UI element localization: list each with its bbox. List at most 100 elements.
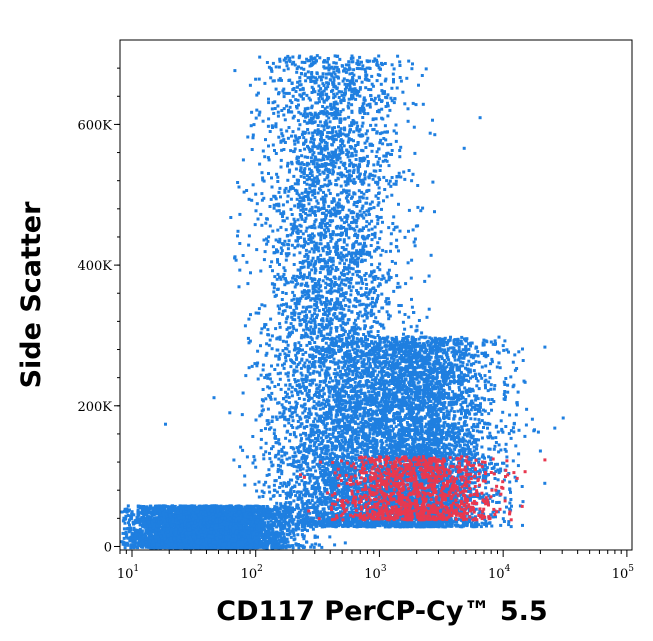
data-point bbox=[358, 200, 362, 203]
data-point bbox=[357, 177, 361, 180]
data-point bbox=[386, 143, 390, 147]
data-point bbox=[321, 133, 324, 136]
data-point bbox=[364, 394, 368, 398]
data-point bbox=[296, 119, 300, 123]
data-point bbox=[304, 296, 308, 300]
data-point bbox=[355, 370, 359, 373]
data-point bbox=[353, 326, 357, 330]
data-point bbox=[296, 202, 300, 206]
data-point bbox=[326, 277, 329, 281]
data-point bbox=[261, 399, 265, 403]
data-point bbox=[358, 87, 362, 91]
data-point bbox=[340, 258, 344, 262]
data-point bbox=[290, 227, 294, 231]
data-point bbox=[369, 94, 373, 98]
data-point bbox=[339, 127, 343, 131]
data-point bbox=[360, 251, 363, 255]
data-point bbox=[311, 211, 315, 214]
data-point bbox=[378, 268, 382, 272]
data-point bbox=[292, 274, 296, 278]
data-point bbox=[310, 499, 314, 502]
data-point bbox=[298, 268, 302, 272]
data-point bbox=[350, 221, 353, 225]
data-point bbox=[297, 522, 301, 526]
data-point bbox=[312, 404, 316, 408]
data-point bbox=[346, 488, 350, 492]
data-point bbox=[290, 516, 294, 520]
data-point bbox=[329, 511, 333, 515]
data-point bbox=[310, 159, 313, 163]
data-point bbox=[315, 316, 318, 320]
data-point bbox=[285, 496, 288, 500]
data-point bbox=[266, 407, 270, 411]
data-point bbox=[335, 300, 338, 304]
data-point bbox=[349, 258, 352, 262]
data-point bbox=[304, 415, 308, 418]
data-point bbox=[321, 75, 325, 79]
data-point bbox=[284, 292, 288, 295]
data-point bbox=[288, 105, 292, 109]
data-point bbox=[335, 328, 338, 332]
data-point bbox=[346, 459, 350, 463]
data-point bbox=[311, 353, 315, 357]
data-point bbox=[267, 468, 271, 472]
data-point bbox=[326, 57, 330, 61]
data-point bbox=[353, 228, 357, 232]
data-point bbox=[263, 325, 266, 329]
data-point bbox=[327, 266, 331, 270]
data-point bbox=[312, 369, 316, 373]
data-point bbox=[299, 439, 303, 443]
data-point bbox=[280, 78, 283, 82]
data-point bbox=[327, 252, 331, 255]
data-point bbox=[379, 384, 383, 388]
data-point bbox=[341, 269, 345, 273]
data-point bbox=[365, 303, 369, 307]
data-point bbox=[341, 389, 345, 393]
data-point bbox=[296, 379, 300, 383]
data-point bbox=[288, 56, 292, 60]
data-point bbox=[335, 116, 339, 120]
data-point bbox=[350, 90, 354, 94]
data-point bbox=[332, 197, 336, 201]
data-point bbox=[282, 68, 286, 72]
data-point bbox=[323, 224, 327, 228]
data-point bbox=[308, 111, 312, 115]
data-point bbox=[314, 383, 318, 387]
data-point bbox=[367, 437, 371, 441]
data-point bbox=[323, 183, 327, 187]
data-point bbox=[318, 56, 322, 60]
data-point bbox=[308, 183, 312, 187]
data-point bbox=[302, 364, 306, 368]
data-point bbox=[360, 364, 364, 368]
data-point bbox=[355, 214, 359, 218]
data-point bbox=[372, 439, 376, 443]
data-point bbox=[365, 73, 369, 77]
data-point bbox=[294, 404, 298, 408]
data-point bbox=[335, 65, 339, 69]
data-point bbox=[313, 417, 317, 421]
data-point bbox=[277, 357, 281, 361]
data-point bbox=[333, 72, 337, 76]
data-point bbox=[379, 230, 383, 234]
data-point bbox=[342, 399, 346, 403]
data-point bbox=[317, 400, 321, 404]
data-point bbox=[385, 297, 389, 301]
data-point bbox=[343, 442, 347, 446]
data-point bbox=[353, 200, 357, 204]
data-point bbox=[286, 162, 290, 165]
data-point bbox=[329, 136, 333, 139]
data-point bbox=[350, 97, 354, 101]
data-point bbox=[303, 219, 307, 223]
data-point bbox=[318, 371, 322, 375]
data-point bbox=[356, 389, 360, 393]
data-point bbox=[299, 475, 302, 478]
data-point bbox=[331, 154, 335, 158]
data-point bbox=[308, 148, 312, 151]
data-point bbox=[291, 94, 295, 98]
data-point bbox=[317, 290, 320, 294]
data-point bbox=[250, 148, 254, 151]
data-point bbox=[245, 260, 249, 264]
data-point bbox=[333, 388, 337, 392]
data-point bbox=[372, 312, 376, 316]
data-point bbox=[311, 360, 315, 364]
